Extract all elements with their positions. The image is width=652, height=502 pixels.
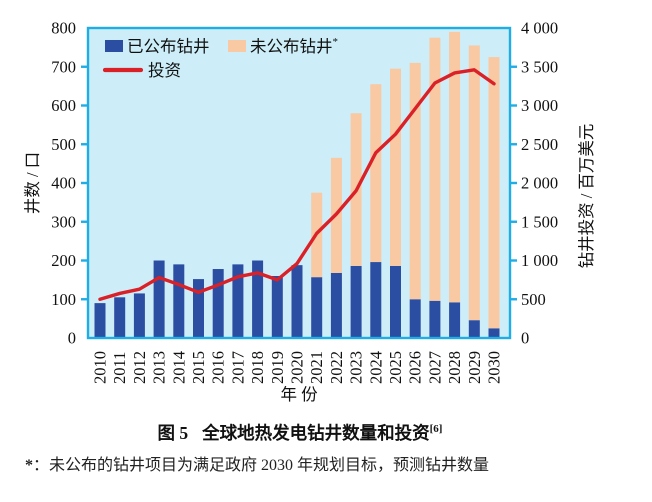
right-axis-title: 钻井投资 / 百万美元 [577, 124, 596, 269]
x-tick-label-2016: 2016 [209, 351, 228, 384]
right-tick-label: 500 [521, 290, 546, 309]
right-tick-label: 1 500 [521, 212, 558, 231]
x-tick-label-2024: 2024 [366, 351, 385, 384]
bar-announced-2018 [252, 260, 264, 338]
bar-announced-2024 [370, 262, 382, 338]
left-axis-title: 井数 / 口 [23, 152, 42, 214]
legend-swatch-announced [105, 40, 123, 52]
right-tick-label: 2 000 [521, 174, 558, 193]
bar-announced-2011 [114, 297, 126, 338]
x-tick-label-2015: 2015 [189, 351, 208, 384]
caption-number: 图 5 [157, 423, 189, 443]
right-tick-label: 2 500 [521, 135, 558, 154]
bar-announced-2010 [94, 303, 106, 338]
bar-announced-2025 [390, 265, 401, 338]
left-tick-label: 800 [51, 19, 76, 38]
bar-unannounced-2025 [390, 68, 401, 266]
investment-line [98, 68, 496, 301]
caption-reference: [6] [429, 423, 443, 436]
figure-caption: 图 5 全球地热发电钻井数量和投资[6] [0, 420, 600, 445]
x-tick-label-2022: 2022 [327, 351, 346, 384]
x-tick-label-2030: 2030 [485, 351, 504, 384]
left-tick-label: 500 [51, 135, 76, 154]
chart-svg: 0 100 200 300 400 500 600 700 800 0 500 1 000 1 500 2… [23, 19, 596, 405]
right-tick-label: 3 000 [521, 96, 558, 115]
x-tick-label-2017: 2017 [228, 351, 247, 384]
bar-announced-2014 [173, 264, 185, 338]
x-tick-label-2013: 2013 [150, 351, 169, 384]
bar-announced-2017 [232, 264, 244, 338]
x-tick-label-2010: 2010 [91, 351, 110, 384]
legend-unannounced-asterisk: * [333, 36, 339, 48]
right-tick-label: 4 000 [521, 19, 558, 38]
bar-announced-2013 [153, 260, 165, 338]
right-tick-label: 0 [521, 329, 529, 348]
bar-announced-2029 [468, 320, 480, 338]
right-tick-label: 3 500 [521, 57, 558, 76]
bar-unannounced-2030 [488, 57, 500, 329]
legend-label-investment: 投资 [148, 61, 181, 80]
caption-title: 全球地热发电钻井数量和投资 [202, 423, 430, 443]
bar-announced-2026 [409, 299, 421, 338]
x-axis-title: 年 份 [280, 385, 318, 404]
x-tick-label-2021: 2021 [307, 351, 326, 384]
legend-label-unannounced: 未公布钻井* [250, 36, 338, 56]
bar-announced-2028 [449, 302, 461, 338]
x-tick-label-2019: 2019 [268, 351, 287, 384]
footnote-marker: * [25, 457, 33, 474]
bar-announced-2027 [429, 300, 441, 338]
bar-unannounced-2027 [429, 37, 441, 301]
x-tick-label-2023: 2023 [347, 351, 366, 384]
x-tick-label-2018: 2018 [248, 351, 267, 384]
x-tick-label-2028: 2028 [445, 351, 464, 384]
bar-announced-2023 [350, 265, 362, 338]
bar-unannounced-2026 [409, 62, 421, 300]
bar-announced-2021 [311, 277, 323, 338]
left-tick-label: 700 [51, 57, 76, 76]
bar-unannounced-2024 [370, 84, 382, 263]
bar-unannounced-2028 [449, 31, 461, 303]
x-tick-label-2014: 2014 [169, 351, 188, 384]
x-tick-label-2026: 2026 [406, 351, 425, 384]
left-tick-label: 0 [68, 329, 76, 348]
bar-announced-2016 [212, 269, 224, 338]
bar-announced-2020 [291, 265, 303, 338]
bar-announced-2012 [133, 293, 145, 338]
bar-unannounced-2029 [468, 45, 480, 321]
x-tick-label-2025: 2025 [386, 351, 405, 384]
x-tick-label-2020: 2020 [288, 351, 307, 384]
x-tick-label-2011: 2011 [110, 352, 129, 384]
figure-footnote: *：未公布的钻井项目为满足政府 2030 年规划目标，预测钻井数量 [25, 451, 652, 475]
left-tick-label: 400 [51, 174, 76, 193]
right-tick-label: 1 000 [521, 251, 558, 270]
bar-announced-2015 [193, 279, 204, 338]
left-tick-label: 100 [51, 290, 76, 309]
x-tick-label-2029: 2029 [465, 351, 484, 384]
x-tick-label-2027: 2027 [425, 351, 444, 384]
left-tick-label: 600 [51, 96, 76, 115]
left-tick-label: 200 [51, 251, 76, 270]
footnote-text: ：未公布的钻井项目为满足政府 2030 年规划目标，预测钻井数量 [33, 457, 490, 474]
legend-label-announced: 已公布钻井 [127, 37, 210, 56]
x-tick-label-2012: 2012 [130, 351, 149, 384]
bar-announced-2019 [271, 276, 283, 338]
left-tick-label: 300 [51, 212, 76, 231]
legend-swatch-unannounced [228, 40, 246, 52]
bar-announced-2030 [488, 328, 500, 338]
bar-announced-2022 [330, 272, 342, 338]
